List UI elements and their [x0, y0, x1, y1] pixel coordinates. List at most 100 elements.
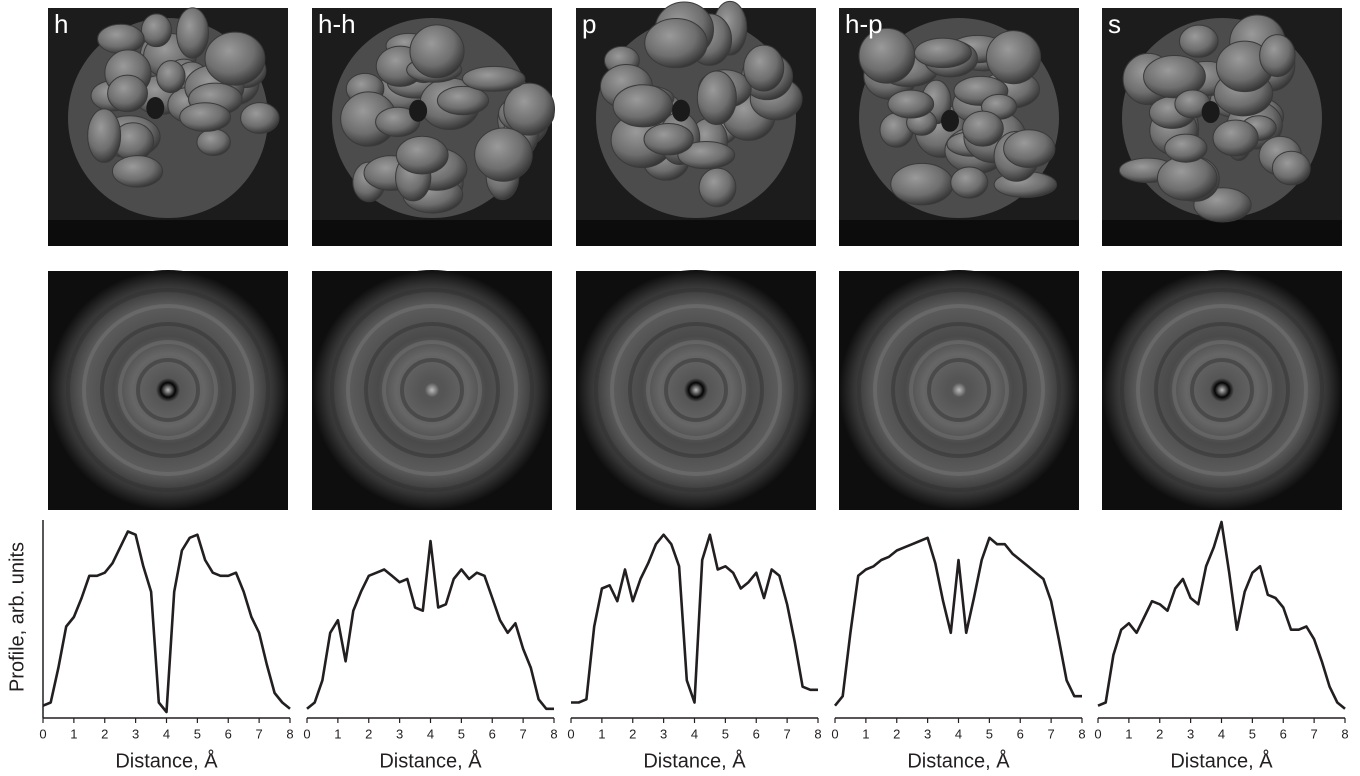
- density-blob: [375, 106, 421, 138]
- x-tick-label: 6: [225, 726, 232, 741]
- density-blob: [436, 85, 490, 116]
- x-tick-label: 7: [1311, 726, 1318, 741]
- x-tick-label: 8: [1341, 726, 1348, 741]
- density-blob: [87, 108, 122, 163]
- density-blob: [474, 127, 533, 182]
- x-tick-label: 6: [489, 726, 496, 741]
- density-blob: [985, 30, 1042, 85]
- density-blob: [1259, 34, 1296, 78]
- density-blob: [179, 102, 232, 132]
- x-tick-label: 1: [1125, 726, 1132, 741]
- x-tick-label: 5: [722, 726, 729, 741]
- x-tick-label: 8: [286, 726, 293, 741]
- diffraction-ring: [1190, 358, 1254, 422]
- x-tick-label: 5: [458, 726, 465, 741]
- density-hole: [672, 99, 691, 122]
- density-blob: [887, 89, 935, 119]
- density-blob: [677, 141, 736, 170]
- diffraction-disk: [1102, 270, 1342, 510]
- density-hole: [941, 109, 960, 132]
- diffraction-ring: [330, 288, 534, 492]
- diffraction-ring: [594, 288, 798, 492]
- x-tick-label: 4: [1218, 726, 1225, 741]
- diffraction-ring: [873, 304, 1045, 476]
- x-tick-label: 5: [1249, 726, 1256, 741]
- x-tick-label: 0: [303, 726, 310, 741]
- density-blob: [698, 167, 737, 208]
- profile-line: [571, 533, 818, 704]
- density-blob: [240, 102, 280, 134]
- x-tick-label: 8: [1078, 726, 1085, 741]
- x-tick-label: 2: [365, 726, 372, 741]
- x-tick-label: 2: [1156, 726, 1163, 741]
- x-tick-label: 3: [660, 726, 667, 741]
- x-tick-label: 4: [691, 726, 698, 741]
- density-blob: [962, 110, 1004, 147]
- panel-label: h: [54, 9, 68, 39]
- diffraction-disk: [48, 270, 288, 510]
- diffraction-ring: [646, 340, 746, 440]
- diffraction-ring: [400, 358, 464, 422]
- density-blob: [950, 166, 989, 199]
- profile-line: [306, 539, 554, 711]
- x-tick-label: 3: [924, 726, 931, 741]
- density-blob: [156, 60, 186, 94]
- x-axis-label: Distance, Å: [643, 749, 746, 772]
- density-blob: [890, 162, 954, 206]
- x-tick-label: 7: [1048, 726, 1055, 741]
- diffraction-ring: [610, 304, 782, 476]
- panel-label: h-p: [845, 9, 883, 39]
- density-blob: [111, 155, 164, 188]
- diffraction-ring: [382, 340, 482, 440]
- panel-label: s: [1108, 9, 1121, 39]
- x-tick-label: 0: [567, 726, 574, 741]
- x-tick-label: 5: [986, 726, 993, 741]
- x-tick-label: 7: [256, 726, 263, 741]
- x-tick-label: 6: [1017, 726, 1024, 741]
- diffraction-ring: [857, 288, 1061, 492]
- x-tick-label: 6: [1280, 726, 1287, 741]
- profile-line: [1097, 520, 1346, 710]
- density-blob: [1003, 129, 1056, 169]
- diffraction-ring: [118, 340, 218, 440]
- x-tick-label: 2: [893, 726, 900, 741]
- density-blob: [612, 84, 674, 128]
- diffraction-ring: [1172, 340, 1272, 440]
- diffraction-ring: [100, 322, 236, 458]
- x-tick-label: 0: [1094, 726, 1101, 741]
- density-blob: [409, 24, 465, 79]
- x-tick-label: 8: [550, 726, 557, 741]
- x-tick-label: 3: [132, 726, 139, 741]
- diffraction-disk: [576, 270, 816, 510]
- x-tick-label: 8: [814, 726, 821, 741]
- diffraction-disk: [312, 270, 552, 510]
- density-blob: [140, 13, 173, 48]
- density-blob: [913, 37, 972, 69]
- panel-label: p: [582, 9, 596, 39]
- density-blob: [696, 70, 737, 126]
- diffraction-ring: [364, 322, 500, 458]
- profile-line: [42, 530, 291, 714]
- x-tick-label: 2: [101, 726, 108, 741]
- x-tick-label: 1: [70, 726, 77, 741]
- x-tick-label: 7: [784, 726, 791, 741]
- diffraction-ring: [909, 340, 1009, 440]
- density-hole: [1201, 101, 1220, 124]
- density-blob: [644, 17, 708, 69]
- diffraction-ring: [66, 288, 270, 492]
- x-tick-label: 0: [831, 726, 838, 741]
- density-blob: [1164, 133, 1208, 163]
- x-axis-label: Distance, Å: [379, 749, 482, 772]
- diffraction-ring: [664, 358, 728, 422]
- x-tick-label: 7: [520, 726, 527, 741]
- diffraction-ring: [82, 304, 254, 476]
- x-tick-label: 1: [334, 726, 341, 741]
- x-axis-label: Distance, Å: [1170, 749, 1273, 772]
- diffraction-ring: [1136, 304, 1308, 476]
- density-blob: [97, 23, 145, 55]
- x-tick-label: 0: [39, 726, 46, 741]
- profile-line: [833, 536, 1082, 707]
- x-tick-label: 3: [396, 726, 403, 741]
- density-hole: [146, 97, 165, 120]
- diffraction-ring: [1120, 288, 1324, 492]
